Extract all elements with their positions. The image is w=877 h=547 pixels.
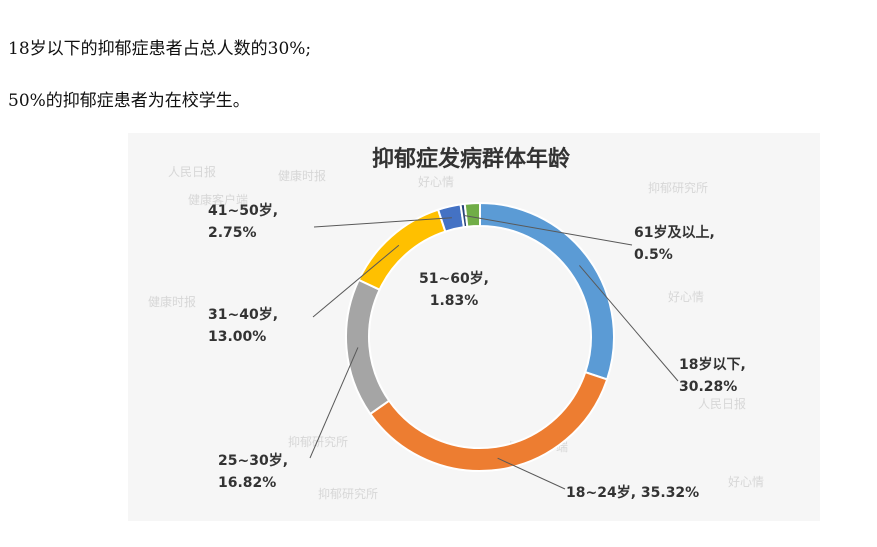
- leader-line-1: [497, 457, 566, 490]
- slice-2: [345, 278, 391, 416]
- watermark: 好心情: [728, 475, 765, 489]
- watermark: 健康时报: [148, 295, 197, 309]
- watermark: 人民日报: [168, 165, 217, 179]
- slice-label-0: 18岁以下, 30.28%: [679, 356, 746, 395]
- slice-label-name: 61岁及以上,: [634, 224, 715, 241]
- slice-label-4: 41~50岁, 2.75%: [208, 202, 278, 241]
- slice-label-2: 25~30岁, 16.82%: [218, 452, 288, 491]
- intro-line-2: 50%的抑郁症患者为在校学生。: [8, 91, 250, 111]
- slice-label-3: 31~40岁, 13.00%: [208, 306, 278, 345]
- slice-label-5: 51~60岁, 1.83%: [419, 270, 489, 309]
- leader-line-2: [309, 347, 359, 459]
- slice-label-6: 61岁及以上, 0.5%: [634, 224, 715, 263]
- slice-label-value: 13.00%: [208, 329, 266, 345]
- slice-1: [368, 370, 609, 472]
- watermark: 健康时报: [278, 169, 327, 183]
- slice-0: [479, 201, 615, 381]
- watermark: 抑郁研究所: [648, 181, 709, 195]
- slice-5: [463, 201, 481, 228]
- watermark: 好心情: [418, 175, 455, 189]
- slice-label-value: 1.83%: [430, 293, 479, 309]
- leader-line-6: [464, 215, 633, 246]
- watermark: 抑郁研究所: [318, 487, 379, 501]
- slice-label-value: 16.82%: [218, 475, 276, 491]
- slice-label-name: 18岁以下,: [679, 356, 746, 373]
- slice-label-name: 25~30岁,: [218, 452, 288, 469]
- leader-line-0: [579, 265, 679, 382]
- watermark: 好心情: [668, 290, 705, 304]
- watermark: 抑郁研究所: [288, 435, 349, 449]
- leader-line-3: [312, 244, 400, 318]
- slice-label-name: 41~50岁,: [208, 202, 278, 219]
- slice-label-value: 0.5%: [634, 247, 673, 263]
- slice-label-value: 30.28%: [679, 379, 737, 395]
- slice-label-name: 31~40岁,: [208, 306, 278, 323]
- chart-title: 抑郁症发病群体年龄: [372, 146, 571, 172]
- watermark: 健康客户端: [188, 193, 249, 207]
- slice-label-1: 18~24岁, 35.32%: [566, 484, 699, 501]
- slice-label-value: 2.75%: [208, 225, 257, 241]
- donut-chart: 抑郁症发病群体年龄 18岁以下, 30.28% 18~24岁, 35.32% 25~3…: [208, 146, 746, 501]
- watermark: 人民日报: [698, 397, 747, 411]
- chart-container: 人民日报 健康时报 健康客户端 好心情 抑郁研究所 好心情 健康时报 人民日报 …: [128, 133, 820, 521]
- slice-label-name: 51~60岁,: [419, 270, 489, 287]
- leader-line-4: [313, 217, 452, 228]
- intro-line-1: 18岁以下的抑郁症患者占总人数的30%;: [8, 39, 312, 59]
